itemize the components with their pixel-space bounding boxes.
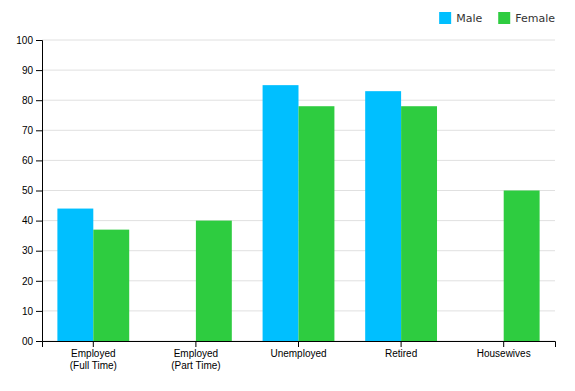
x-tick: Employed(Part Time) [171, 341, 220, 371]
y-tick-mark [36, 341, 42, 342]
x-tick: Unemployed [270, 341, 326, 359]
x-tick-label: Unemployed [270, 348, 326, 359]
bar [57, 209, 93, 341]
x-tick-label: Employed(Part Time) [171, 348, 220, 371]
x-tick-mark [503, 341, 504, 347]
y-tick-label: 60 [22, 155, 34, 166]
x-tick-label-line: Unemployed [270, 348, 326, 359]
y-tick-label: 30 [22, 245, 34, 256]
plot: 00102030405060708090100Employed(Full Tim… [16, 35, 555, 371]
x-tick: Housewives [477, 341, 531, 359]
bar [504, 191, 540, 342]
y-tick-label: 90 [22, 65, 34, 76]
x-tick-label: Employed(Full Time) [70, 348, 117, 371]
x-tick-label-line: (Part Time) [171, 360, 220, 371]
x-tick: Employed(Full Time) [70, 341, 117, 371]
bar [196, 221, 232, 341]
x-tick: Retired [385, 341, 417, 359]
bar [263, 85, 299, 341]
y-tick-mark [36, 70, 42, 71]
series [57, 85, 401, 341]
y-tick: 30 [22, 245, 42, 256]
x-tick-label: Housewives [477, 348, 531, 359]
y-tick-mark [36, 40, 42, 41]
y-tick: 90 [22, 65, 42, 76]
series [93, 106, 539, 341]
bar [365, 91, 401, 341]
x-axis: Employed(Full Time)Employed(Part Time)Un… [43, 341, 556, 371]
y-tick: 00 [22, 336, 42, 347]
y-tick-mark [36, 160, 42, 161]
grid-line [42, 40, 555, 41]
x-tick-label: Retired [385, 348, 417, 359]
legend-item: Female [498, 12, 555, 25]
legend-item: Male [439, 12, 482, 25]
x-tick-mark [401, 341, 402, 347]
y-tick-label: 50 [22, 185, 34, 196]
y-tick-mark [36, 251, 42, 252]
legend-label: Female [515, 12, 555, 25]
legend-swatch [439, 12, 451, 24]
y-tick-label: 100 [16, 35, 33, 46]
y-tick-label: 70 [22, 125, 34, 136]
x-tick-mark [298, 341, 299, 347]
x-tick-label-line: Housewives [477, 348, 531, 359]
bar [93, 230, 129, 341]
bar [299, 106, 335, 341]
y-tick-mark [36, 100, 42, 101]
y-tick: 100 [16, 35, 42, 46]
y-tick-label: 00 [22, 336, 34, 347]
y-tick: 20 [22, 276, 42, 287]
y-tick-mark [36, 221, 42, 222]
grid [42, 40, 555, 341]
y-tick: 80 [22, 95, 42, 106]
y-tick-mark [36, 191, 42, 192]
legend-label: Male [456, 12, 482, 25]
y-tick: 70 [22, 125, 42, 136]
y-axis-line [36, 41, 43, 342]
grid-line [42, 70, 555, 71]
y-tick-label: 80 [22, 95, 34, 106]
y-tick: 50 [22, 185, 42, 196]
bar [401, 106, 437, 341]
legend: Male Female [439, 12, 555, 25]
y-tick-mark [36, 281, 42, 282]
x-tick-mark [93, 341, 94, 347]
x-tick-label-line: Employed [71, 348, 115, 359]
y-tick-label: 20 [22, 276, 34, 287]
x-tick-mark [195, 341, 196, 347]
x-tick-label-line: Employed [174, 348, 218, 359]
x-tick-label-line: (Full Time) [70, 360, 117, 371]
bars [57, 85, 539, 341]
y-axis: 00 10 20 30 40 50 60 70 80 90 100 [16, 35, 42, 347]
y-tick-mark [36, 130, 42, 131]
y-tick: 40 [22, 215, 42, 226]
y-tick: 60 [22, 155, 42, 166]
legend-swatch [498, 12, 510, 24]
x-axis-line [43, 342, 556, 348]
chart: 00102030405060708090100Employed(Full Tim… [0, 0, 575, 391]
y-tick: 10 [22, 306, 42, 317]
x-tick-label-line: Retired [385, 348, 417, 359]
y-tick-label: 40 [22, 215, 34, 226]
y-tick-label: 10 [22, 306, 34, 317]
y-tick-mark [36, 311, 42, 312]
